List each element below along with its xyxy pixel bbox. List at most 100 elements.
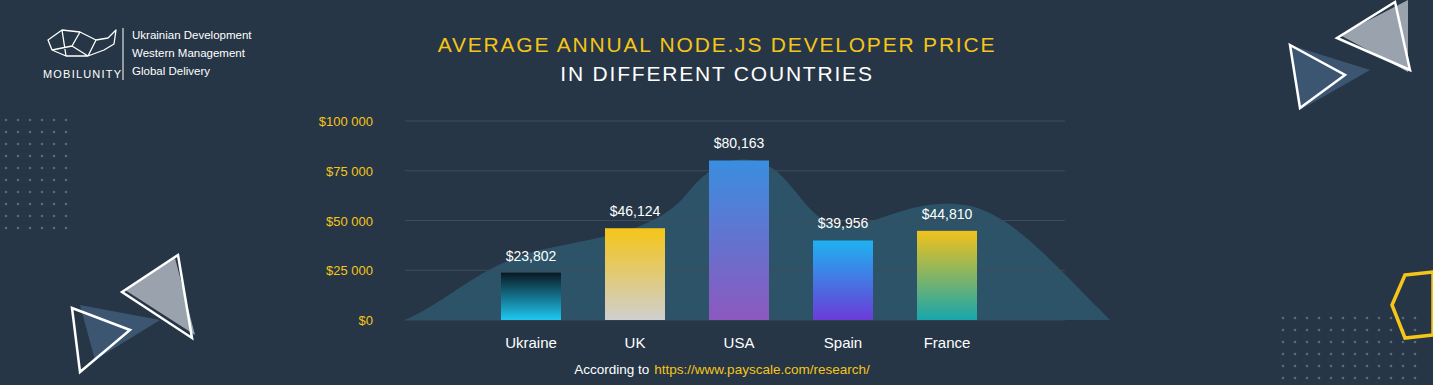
dot: [17, 179, 20, 182]
dot: [5, 131, 8, 134]
dot: [1282, 329, 1285, 332]
dot: [29, 167, 32, 170]
dot: [1282, 377, 1285, 380]
dot: [1402, 365, 1405, 368]
dot: [17, 203, 20, 206]
dot: [1390, 317, 1393, 320]
dot: [1330, 377, 1333, 380]
dots-left: [5, 119, 68, 230]
bar: [917, 231, 977, 320]
triangle-deco: [80, 305, 160, 360]
dot: [29, 179, 32, 182]
source-text: According to: [574, 362, 649, 377]
dot: [1390, 365, 1393, 368]
dot: [1294, 365, 1297, 368]
dot: [1414, 341, 1417, 344]
dot: [1414, 353, 1417, 356]
dot: [1354, 329, 1357, 332]
dot: [41, 191, 44, 194]
dot: [17, 191, 20, 194]
logo-tagline: Ukrainian Development: [132, 29, 252, 41]
dot: [1330, 365, 1333, 368]
dot: [17, 131, 20, 134]
dot: [1306, 365, 1309, 368]
bar: [813, 240, 873, 320]
dot: [1378, 365, 1381, 368]
dot: [1342, 317, 1345, 320]
y-tick-label: $50 000: [326, 214, 373, 229]
dot: [65, 215, 68, 218]
data-label: $80,163: [714, 135, 765, 151]
dot: [1306, 377, 1309, 380]
bar: [709, 160, 769, 320]
chart: MOBILUNITY Ukrainian Development Western M…: [0, 0, 1433, 385]
dot: [1354, 341, 1357, 344]
dot: [1318, 317, 1321, 320]
logo-tagline: Western Management: [132, 47, 246, 59]
dot: [53, 179, 56, 182]
dot: [1366, 365, 1369, 368]
dot: [53, 119, 56, 122]
dot: [53, 191, 56, 194]
dot: [1366, 317, 1369, 320]
logo-tagline: Global Delivery: [132, 65, 210, 77]
dot: [1366, 377, 1369, 380]
dot: [65, 119, 68, 122]
dot: [1306, 329, 1309, 332]
triangle-deco: [122, 255, 192, 338]
source: According tohttps://www.payscale.com/res…: [574, 362, 870, 377]
dot: [1294, 329, 1297, 332]
dot: [65, 131, 68, 134]
background: [0, 0, 1433, 385]
dot: [1330, 317, 1333, 320]
dot: [1306, 341, 1309, 344]
dot: [1306, 317, 1309, 320]
dot: [41, 131, 44, 134]
dot: [1354, 353, 1357, 356]
dot: [1366, 341, 1369, 344]
x-tick-label: France: [924, 334, 971, 351]
dot: [1330, 329, 1333, 332]
triangle-deco: [72, 308, 130, 372]
dot: [1378, 377, 1381, 380]
dot: [17, 227, 20, 230]
dot: [65, 203, 68, 206]
y-tick-label: $0: [359, 313, 373, 328]
dot: [17, 143, 20, 146]
triangle-deco: [1337, 2, 1410, 70]
dot: [53, 203, 56, 206]
dot: [1354, 317, 1357, 320]
x-tick-label: USA: [724, 334, 755, 351]
dot: [1366, 353, 1369, 356]
grid-line: [405, 121, 1065, 122]
data-label: $46,124: [610, 203, 661, 219]
dot: [17, 215, 20, 218]
x-tick-label: UK: [625, 334, 646, 351]
bar: [605, 228, 665, 320]
dot: [1282, 353, 1285, 356]
dot: [1378, 341, 1381, 344]
dot: [53, 215, 56, 218]
bars: [501, 160, 977, 320]
dot: [1390, 341, 1393, 344]
dot: [1282, 365, 1285, 368]
dot: [41, 215, 44, 218]
logo-name: MOBILUNITY: [43, 68, 122, 80]
dot: [1354, 365, 1357, 368]
dot: [53, 131, 56, 134]
dot: [1342, 329, 1345, 332]
dot: [1378, 353, 1381, 356]
dot: [29, 215, 32, 218]
dot: [1318, 329, 1321, 332]
dot: [1318, 341, 1321, 344]
dot: [29, 143, 32, 146]
dot: [41, 167, 44, 170]
triangle-deco: [1290, 45, 1345, 108]
dot: [41, 155, 44, 158]
triangle-deco: [1290, 45, 1370, 110]
dot: [1378, 329, 1381, 332]
dot: [1390, 329, 1393, 332]
dot: [1318, 353, 1321, 356]
dot: [1390, 377, 1393, 380]
x-tick-label: Spain: [824, 334, 862, 351]
